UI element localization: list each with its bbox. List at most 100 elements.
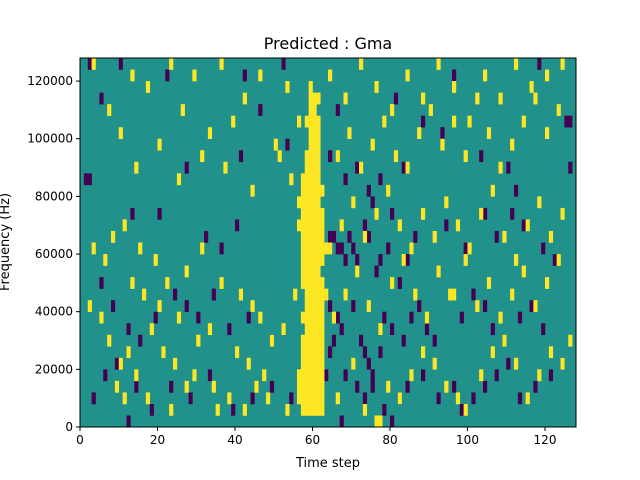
heatmap-cell-high — [304, 323, 309, 336]
y-tick-label: 0 — [65, 420, 73, 434]
heatmap-cell-high — [114, 380, 120, 393]
heatmap-cell-high — [320, 311, 325, 324]
heatmap-cell-high — [312, 242, 317, 255]
heatmap-cell-high — [223, 161, 228, 174]
heatmap-cell-low — [339, 415, 344, 428]
heatmap-cell-high — [196, 334, 201, 347]
heatmap-cell-high — [304, 161, 309, 174]
heatmap-cell-high — [207, 127, 213, 140]
heatmap-cell-low — [409, 311, 414, 324]
heatmap-cell-high — [374, 81, 379, 93]
heatmap-cell-high — [134, 369, 139, 382]
heatmap-cell-low — [533, 380, 538, 393]
heatmap-cell-low — [246, 311, 251, 324]
heatmap-cell-high — [304, 173, 309, 186]
heatmap-cell-high — [304, 242, 309, 255]
heatmap-cell-high — [417, 127, 422, 140]
heatmap-cell-high — [308, 380, 313, 393]
heatmap-cell-high — [413, 288, 418, 301]
heatmap-cell-high — [126, 346, 131, 359]
heatmap-cell-high — [308, 323, 313, 336]
heatmap-cell-high — [370, 138, 375, 151]
heatmap-cell-low — [153, 311, 158, 324]
heatmap-cell-low — [510, 207, 515, 220]
heatmap-cell-low — [362, 392, 368, 405]
heatmap-cell-low — [393, 92, 399, 105]
heatmap-cell-high — [297, 369, 302, 382]
heatmap-cell-low — [335, 311, 340, 324]
heatmap-cell-high — [91, 58, 96, 70]
heatmap-cell-high — [428, 104, 433, 116]
heatmap-cell-high — [362, 403, 368, 416]
heatmap-cell-high — [300, 369, 306, 382]
heatmap-cell-high — [312, 334, 317, 347]
heatmap-cell-high — [122, 392, 127, 405]
heatmap-cell-high — [312, 346, 317, 359]
heatmap-cell-high — [312, 311, 317, 324]
heatmap-cell-high — [297, 115, 302, 128]
heatmap-cell-high — [409, 369, 414, 382]
heatmap-cell-high — [308, 392, 313, 405]
heatmap-cell-low — [324, 369, 329, 382]
heatmap-cell-high — [297, 380, 302, 393]
heatmap-cell-low — [114, 357, 120, 370]
heatmap-cell-high — [184, 380, 189, 393]
heatmap-cell-low — [87, 58, 92, 70]
heatmap-cell-high — [312, 173, 317, 186]
heatmap-cell-low — [479, 150, 484, 163]
heatmap-cell-high — [308, 161, 313, 174]
heatmap-cell-high — [316, 242, 321, 255]
heatmap-cell-high — [308, 138, 313, 151]
heatmap-cell-low — [537, 58, 542, 70]
heatmap-cell-high — [138, 242, 143, 255]
heatmap-cell-low — [149, 403, 154, 416]
heatmap-cell-high — [316, 219, 321, 232]
heatmap-cell-high — [304, 357, 309, 370]
heatmap-cell-high — [312, 127, 317, 140]
heatmap-cell-high — [548, 230, 554, 243]
heatmap-cell-high — [448, 288, 453, 301]
heatmap-cell-low — [514, 184, 519, 197]
heatmap-cell-low — [351, 300, 356, 312]
heatmap-cell-high — [304, 311, 309, 324]
heatmap-cell-high — [421, 207, 426, 220]
heatmap-cell-low — [452, 380, 457, 393]
heatmap-cell-high — [316, 138, 321, 151]
heatmap-cell-high — [316, 196, 321, 209]
heatmap-cell-high — [452, 288, 457, 301]
heatmap-cell-high — [444, 196, 449, 209]
heatmap-cell-high — [386, 184, 391, 197]
heatmap-cell-high — [258, 69, 263, 82]
heatmap-cell-high — [300, 357, 306, 370]
heatmap-cell-low — [165, 69, 170, 82]
x-tick-label: 80 — [382, 433, 397, 447]
heatmap-cell-high — [246, 357, 251, 370]
heatmap-cell-high — [103, 254, 108, 266]
heatmap-cell-high — [300, 242, 306, 255]
heatmap-cell-high — [300, 403, 306, 416]
heatmap-cell-high — [165, 277, 170, 289]
heatmap-cell-low — [452, 69, 457, 82]
heatmap-cells — [83, 58, 573, 428]
heatmap-cell-high — [281, 323, 286, 336]
heatmap-cell-high — [308, 81, 313, 93]
heatmap-cell-high — [316, 323, 321, 336]
heatmap-cell-high — [312, 219, 317, 232]
heatmap-cell-high — [161, 346, 166, 359]
heatmap-cell-low — [552, 254, 557, 266]
heatmap-cell-low — [424, 323, 430, 336]
heatmap-cell-high — [432, 357, 437, 370]
heatmap-cell-high — [316, 288, 321, 301]
heatmap-cell-low — [184, 300, 189, 312]
heatmap-cell-low — [227, 323, 232, 336]
heatmap-cell-low — [517, 311, 523, 324]
heatmap-cell-low — [521, 219, 526, 232]
heatmap-cell-low — [390, 323, 395, 336]
plot-frame — [79, 57, 577, 428]
heatmap-cell-high — [490, 346, 495, 359]
heatmap-cell-low — [568, 161, 573, 174]
heatmap-cell-low — [517, 392, 523, 405]
heatmap-cell-high — [316, 277, 321, 289]
heatmap-cell-high — [467, 242, 472, 255]
heatmap-cell-high — [378, 323, 383, 336]
